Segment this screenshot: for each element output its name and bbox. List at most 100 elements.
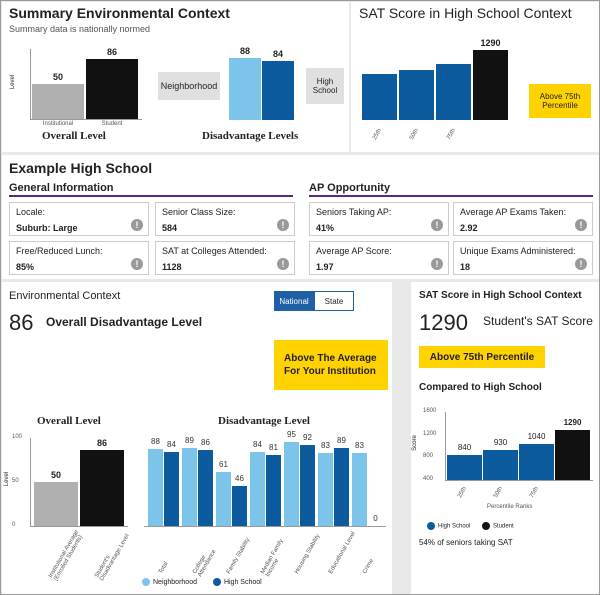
env-dis-baseline [144, 526, 386, 527]
toggle-state[interactable]: State [314, 291, 354, 311]
info-icon[interactable]: ! [431, 258, 443, 270]
general-card-value: 584 [162, 223, 178, 233]
env-overall-cat: Student's Disadvantage Level [94, 533, 131, 582]
general-card: SAT at Colleges Attended: 1128! [155, 241, 295, 275]
env-overall-tick: 100 [12, 434, 23, 440]
env-dis-value: 88 [151, 436, 160, 446]
summary-overall-axis [30, 49, 31, 119]
summary-overall-cat: Student [101, 121, 123, 127]
summary-subtitle: Summary data is nationally normed [9, 24, 151, 34]
sat-ctx-value: 1040 [527, 431, 546, 441]
general-card: Locale: Suburb: Large! [9, 202, 149, 236]
sat-summary-callout: Above 75th Percentile [529, 84, 591, 118]
info-icon[interactable]: ! [277, 258, 289, 270]
general-card-label: Locale: [16, 207, 46, 217]
toggle-national[interactable]: National [274, 291, 314, 311]
info-icon[interactable]: ! [575, 258, 587, 270]
legend-sat-student-dot [482, 522, 491, 530]
env-dis-title: Disadvantage Level [218, 415, 310, 427]
summary-overall-value: 50 [52, 72, 63, 82]
env-dis-value: 46 [235, 473, 244, 483]
summary-overall-value: 86 [106, 46, 117, 57]
school-panel: Example High School General Information … [2, 155, 599, 279]
env-big-label: Overall Disadvantage Level [46, 315, 203, 329]
sat-ctx-compared-title: Compared to High School [419, 382, 542, 393]
env-overall-cat: Institutional Average (Enrolled Students… [48, 529, 85, 582]
env-dis-value: 95 [287, 430, 296, 440]
env-dis-bar-high-school [266, 454, 281, 526]
env-dis-cat: Crime [362, 558, 376, 575]
sat-ctx-cat: 50th [493, 485, 505, 499]
sat-ctx-axis [445, 412, 446, 480]
env-legend: Neighborhood High School [142, 578, 262, 586]
ap-card-label: Average AP Score: [316, 246, 392, 256]
sat-ctx-ylabel: Score [411, 435, 418, 451]
sat-ctx-tick: 800 [423, 453, 434, 460]
general-info-rule [9, 195, 293, 197]
env-dis-cat: Family Stability [226, 537, 252, 575]
sat-ctx-title: SAT Score in High School Context [419, 290, 582, 301]
ap-title: AP Opportunity [309, 182, 391, 194]
env-dis-bar-high-school [334, 447, 349, 526]
summary-overall-baseline [30, 119, 142, 120]
info-icon[interactable]: ! [575, 219, 587, 231]
legend-sat-high-school-dot [427, 522, 435, 530]
legend-sat-student: Student [493, 523, 514, 530]
env-dis-value: 83 [355, 440, 364, 450]
summary-title: Summary Environmental Context [9, 5, 230, 21]
summary-disadvantage-title: Disadvantage Levels [202, 130, 299, 142]
env-dis-cat: Median Family Income [260, 538, 285, 578]
env-dis-cat: Total [158, 561, 170, 575]
sat-ctx-value: 840 [457, 443, 472, 453]
summary-high-school-pill: High School [306, 68, 344, 104]
env-dis-value: 89 [337, 435, 346, 445]
env-overall-baseline [30, 526, 128, 527]
general-card-label: Free/Reduced Lunch: [16, 246, 103, 256]
legend-high-school-dot [212, 578, 221, 586]
sat-ctx-bar [519, 443, 554, 480]
info-icon[interactable]: ! [277, 219, 289, 231]
ap-card: Average AP Score: 1.97! [309, 241, 449, 275]
sat-ctx-footnote: 54% of seniors taking SAT [419, 538, 513, 547]
sat-summary-bar [473, 50, 508, 120]
school-name: Example High School [9, 160, 153, 176]
summary-panel: Summary Environmental Context Summary da… [2, 2, 349, 152]
legend-neighborhood: Neighborhood [153, 578, 197, 586]
info-icon[interactable]: ! [131, 258, 143, 270]
env-callout: Above The Average For Your Institution [274, 340, 388, 390]
info-icon[interactable]: ! [431, 219, 443, 231]
sat-summary-bar [362, 74, 397, 120]
env-dis-cat: College Attendance [192, 548, 218, 578]
env-dis-bar-high-school [164, 452, 179, 526]
sat-summary-bar [436, 63, 471, 120]
general-card-label: Senior Class Size: [162, 207, 236, 217]
sat-ctx-cat: 25th [457, 485, 469, 499]
ap-card-value: 41% [316, 223, 335, 233]
sat-ctx-bar [447, 455, 482, 480]
env-dis-value: 81 [269, 442, 278, 452]
env-overall-bar [80, 450, 124, 526]
env-panel: Environmental Context 86 Overall Disadva… [2, 282, 392, 594]
legend-neighborhood-dot [142, 578, 150, 586]
env-dis-bar-high-school [300, 445, 315, 526]
env-dis-value: 0 [373, 514, 378, 523]
info-icon[interactable]: ! [131, 219, 143, 231]
summary-dis-bar [262, 61, 294, 120]
sat-ctx-callout: Above 75th Percentile [419, 346, 545, 368]
sat-ctx-xlabel: Percentile Ranks [487, 504, 533, 510]
sat-ctx-tick: 1600 [423, 408, 437, 414]
ap-rule [309, 195, 593, 197]
env-dis-value: 92 [303, 433, 312, 443]
env-dis-value: 84 [167, 440, 176, 450]
env-dis-value: 61 [219, 460, 228, 470]
sat-summary-student-value: 1290 [480, 38, 501, 48]
legend-sat-high-school: High School [438, 523, 471, 530]
sat-ctx-bar [483, 449, 518, 480]
ap-card-value: 18 [460, 262, 471, 272]
env-overall-value: 86 [96, 438, 107, 449]
general-info-title: General Information [9, 182, 114, 194]
sat-summary-tick: 75th [446, 127, 458, 141]
env-dis-bar-neighborhood [318, 452, 333, 526]
sat-summary-tick: 50th [409, 127, 421, 141]
